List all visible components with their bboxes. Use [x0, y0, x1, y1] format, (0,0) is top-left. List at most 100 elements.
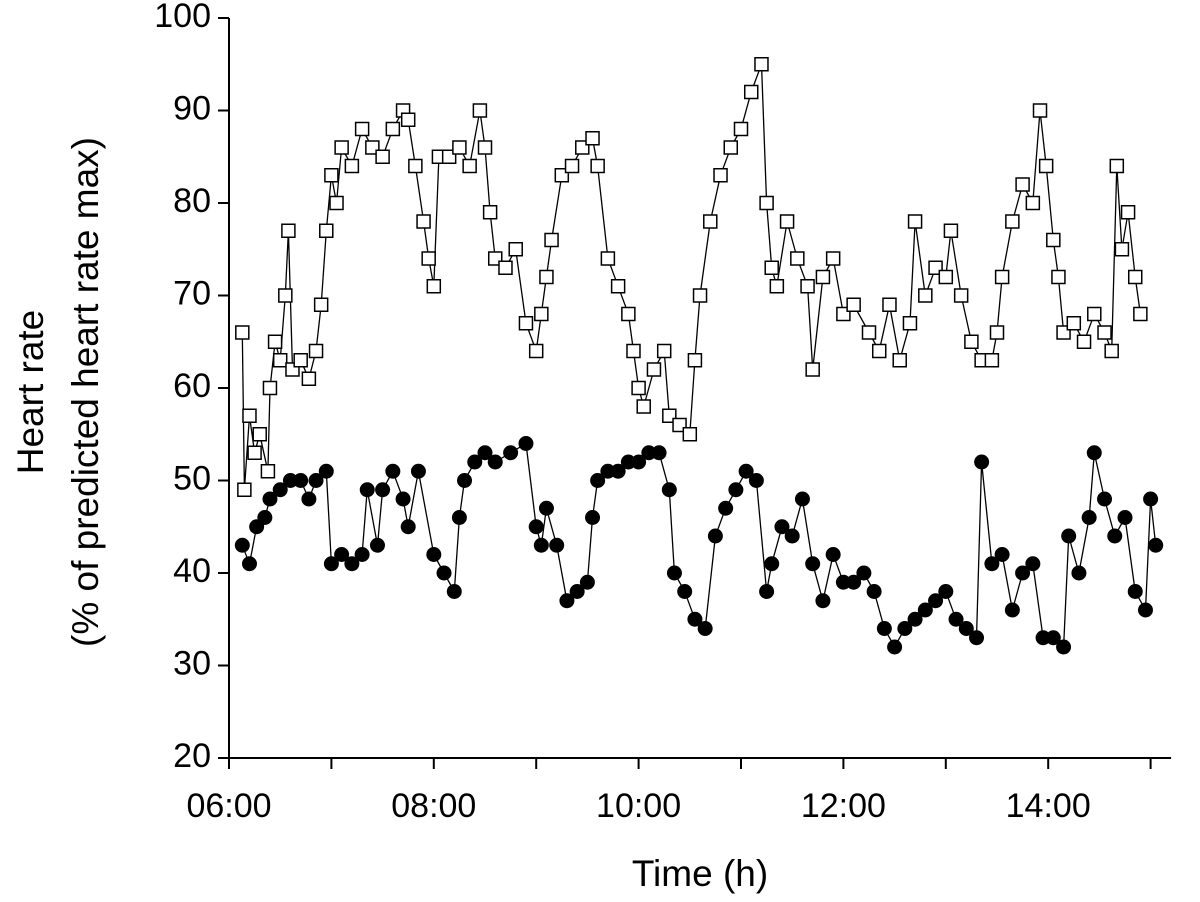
y-tick-label: 70 [173, 274, 211, 312]
data-point [1032, 103, 1048, 118]
data-point [902, 316, 918, 331]
data-point [621, 306, 636, 322]
data-point [1087, 306, 1102, 322]
data-point [257, 510, 273, 525]
data-point [918, 288, 933, 303]
x-tick-label: 10:00 [596, 787, 681, 825]
data-point [324, 168, 339, 183]
data-point [385, 121, 401, 137]
data-point [487, 454, 503, 470]
data-point [1025, 556, 1041, 572]
data-point [278, 288, 293, 303]
data-point [1137, 602, 1153, 618]
data-point [301, 371, 317, 386]
data-point [887, 639, 903, 655]
data-point [790, 251, 805, 266]
x-tick-label: 14:00 [1006, 787, 1091, 825]
data-point [846, 574, 862, 590]
data-point [759, 195, 774, 211]
y-tick-label: 100 [154, 0, 211, 35]
data-point [533, 537, 549, 553]
data-point [994, 269, 1010, 285]
data-point [579, 574, 595, 590]
data-point [308, 343, 324, 359]
data-point [907, 214, 923, 229]
data-point [528, 343, 544, 359]
data-point [247, 445, 262, 460]
data-point [1117, 510, 1133, 525]
data-point [354, 547, 370, 562]
data-point [452, 140, 467, 155]
data-point [1086, 445, 1102, 461]
data-point [697, 621, 713, 636]
data-point [359, 482, 375, 498]
data-point [446, 584, 462, 599]
data-point [907, 611, 923, 627]
data-point [241, 556, 257, 572]
y-tick-label: 30 [173, 644, 211, 682]
data-point [866, 584, 882, 599]
data-point [1127, 584, 1143, 599]
data-point [1025, 195, 1041, 211]
data-point [1066, 316, 1082, 331]
data-point [451, 510, 467, 525]
data-point [1120, 205, 1136, 220]
x-axis-label: Time (h) [632, 853, 768, 894]
data-point [989, 325, 1005, 340]
y-axis-label: Heart rate [10, 310, 51, 475]
data-point [344, 556, 360, 572]
data-point [805, 362, 820, 377]
data-point [457, 473, 473, 488]
data-point [559, 593, 575, 609]
data-point [544, 232, 559, 248]
data-point [600, 251, 616, 266]
data-point [610, 279, 626, 294]
data-point [692, 288, 708, 303]
data-point [631, 454, 647, 470]
data-point [948, 611, 964, 627]
data-point [408, 158, 423, 174]
data-point [1045, 630, 1061, 646]
data-point [385, 463, 401, 479]
data-point [733, 121, 749, 137]
x-tick-label: 12:00 [801, 787, 886, 825]
data-point [748, 473, 764, 488]
data-point [805, 556, 821, 572]
data-point [1071, 565, 1087, 581]
data-point [528, 519, 544, 535]
data-point [252, 427, 267, 442]
data-point [882, 297, 897, 312]
data-point [610, 463, 626, 479]
data-point [503, 445, 519, 461]
data-point [262, 380, 278, 396]
data-point [938, 269, 954, 285]
data-point [467, 454, 483, 470]
data-point [334, 140, 349, 155]
y-tick-label: 20 [173, 737, 211, 775]
y-tick-label: 60 [173, 367, 211, 405]
data-point [272, 353, 288, 368]
data-point [1104, 343, 1119, 359]
data-point [1127, 269, 1143, 285]
data-point [1107, 528, 1123, 544]
data-point [375, 149, 390, 164]
data-point [631, 380, 646, 396]
data-point [1148, 537, 1164, 553]
data-point [703, 214, 718, 229]
data-point [626, 343, 641, 359]
data-point [856, 565, 872, 581]
data-point [1046, 232, 1061, 248]
data-point [713, 168, 728, 183]
data-point [953, 288, 969, 303]
data-point [1076, 334, 1092, 349]
data-point [518, 316, 534, 331]
data-point [764, 556, 780, 572]
data-point [1015, 565, 1031, 581]
data-point [293, 473, 309, 488]
data-point [774, 519, 790, 535]
data-point [892, 353, 907, 368]
data-point [293, 353, 308, 368]
data-point [861, 325, 877, 340]
data-point [723, 140, 739, 155]
